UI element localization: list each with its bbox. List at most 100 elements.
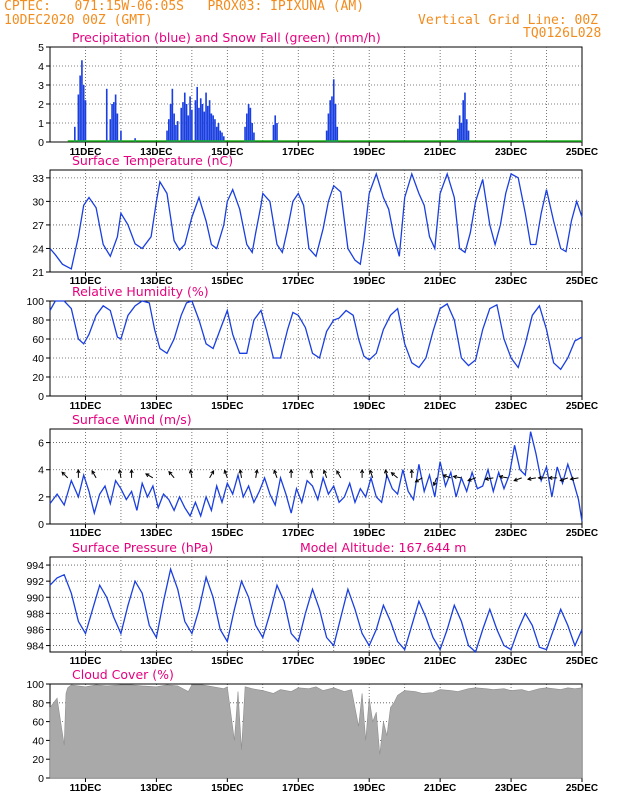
precip-bar — [246, 113, 248, 142]
x-tick-label: 23DEC — [495, 276, 527, 287]
plot-frame — [49, 428, 583, 525]
wind-arrow-head — [210, 470, 215, 475]
x-tick-label: 13DEC — [140, 276, 172, 287]
wind-arrow-shaft — [323, 470, 328, 479]
wind-arrow-head — [526, 476, 532, 481]
x-tick-label: 13DEC — [140, 528, 172, 539]
series-line — [49, 171, 583, 270]
precip-bar — [457, 128, 459, 142]
wind-arrow — [91, 470, 97, 479]
wind-arrow-head — [322, 469, 327, 474]
wind-arrow — [569, 476, 579, 481]
wind-arrow — [484, 476, 494, 481]
wind-arrow-shaft — [189, 469, 193, 478]
wind-arrow-shaft — [467, 477, 476, 482]
wind-arrow-head — [442, 474, 447, 479]
y-tick-label: 80 — [32, 698, 44, 710]
wind-arrow-shaft — [209, 470, 215, 479]
precip-bar — [467, 130, 470, 142]
y-tick-label: 33 — [32, 173, 44, 185]
wind-arrow-head — [537, 475, 542, 480]
precip-bar — [77, 94, 80, 142]
x-tick-label: 15DEC — [211, 656, 243, 667]
wind-arrow — [452, 474, 462, 480]
wind-arrow-head — [61, 471, 66, 476]
y-tick-label: 984 — [26, 641, 44, 653]
wind-arrow-head — [117, 468, 123, 474]
precip-bar — [81, 60, 83, 142]
wind-arrow — [390, 472, 398, 479]
wind-arrow-head — [188, 468, 194, 474]
x-tick-label: 21DEC — [424, 783, 456, 794]
x-tick-label: 23DEC — [495, 783, 527, 794]
y-tick-label: 0 — [38, 391, 44, 403]
wind-arrow-shaft — [385, 469, 388, 478]
wind-arrow — [223, 469, 228, 479]
precip-bar — [198, 107, 200, 142]
plot-frame — [49, 169, 583, 273]
x-tick-label: 15DEC — [211, 783, 243, 794]
precip-bar — [336, 126, 339, 142]
wind-arrow — [273, 469, 278, 479]
y-tick-label: 0 — [38, 519, 44, 531]
wind-arrow — [188, 468, 194, 478]
precip-bar — [180, 107, 183, 142]
wind-arrow — [145, 473, 154, 479]
series-line — [49, 300, 583, 371]
wind-arrow — [513, 477, 522, 482]
x-tick-label: 11DEC — [70, 528, 102, 539]
y-tick-label: 990 — [26, 592, 44, 604]
series-line — [49, 566, 583, 654]
precip-bar — [187, 115, 190, 142]
wind-arrow-head — [238, 468, 243, 474]
wind-arrow-head — [498, 474, 504, 480]
x-tick-label: 25DEC — [566, 401, 598, 412]
precip-bar — [74, 126, 76, 142]
x-tick-label: 17DEC — [282, 528, 314, 539]
precip-bar — [114, 94, 117, 142]
x-tick-label: 23DEC — [495, 656, 527, 667]
wind-arrow — [129, 468, 134, 478]
y-tick-label: 4 — [38, 465, 44, 477]
wind-arrow-head — [513, 477, 518, 482]
panel-title: Precipitation (blue) and Snow Fall (gree… — [72, 30, 381, 45]
panel-line-3: Surface Wind (m/s) 0 2 4 6 11DEC 13DEC 15DEC 17D… — [38, 412, 598, 539]
x-tick-label: 17DEC — [282, 401, 314, 412]
wind-arrow — [322, 469, 328, 479]
y-tick-label: 994 — [26, 560, 44, 572]
wind-arrow — [548, 475, 558, 480]
precip-bar — [331, 96, 333, 142]
wind-arrow — [209, 470, 215, 479]
precip-bar — [208, 100, 211, 142]
wind-arrow-shaft — [433, 477, 438, 486]
wind-arrow-head — [548, 475, 553, 480]
precip-bar — [274, 115, 277, 142]
wind-arrow — [383, 468, 389, 478]
precip-bar — [207, 105, 209, 142]
panel-title: Surface Pressure (hPa) — [72, 540, 213, 555]
x-tick-label: 19DEC — [353, 276, 385, 287]
precip-bar — [111, 104, 113, 142]
panel-area-5: Cloud Cover (%) 0 20 40 60 80 100 11DEC 13DEC 15D… — [26, 667, 598, 794]
wind-arrow-head — [76, 468, 81, 474]
precip-bar — [109, 119, 112, 142]
y-tick-label: 40 — [32, 353, 44, 365]
y-tick-label: 27 — [32, 220, 44, 232]
y-tick-label: 5 — [38, 42, 44, 54]
y-tick-label: 4 — [38, 61, 44, 73]
wind-arrow-shaft — [369, 470, 374, 479]
precip-bar — [84, 100, 87, 142]
y-tick-label: 30 — [32, 196, 44, 208]
model-altitude-label: Model Altitude: 167.644 m — [300, 540, 466, 555]
wind-arrow — [498, 474, 508, 480]
wind-arrow-shaft — [255, 469, 258, 478]
x-tick-label: 19DEC — [353, 401, 385, 412]
wind-arrow-head — [145, 473, 150, 478]
wind-arrow-shaft — [119, 469, 122, 478]
x-tick-label: 11DEC — [70, 147, 102, 158]
y-tick-label: 0 — [38, 773, 44, 785]
wind-arrow — [359, 468, 365, 478]
x-tick-label: 11DEC — [70, 656, 102, 667]
wind-arrow — [61, 471, 69, 479]
